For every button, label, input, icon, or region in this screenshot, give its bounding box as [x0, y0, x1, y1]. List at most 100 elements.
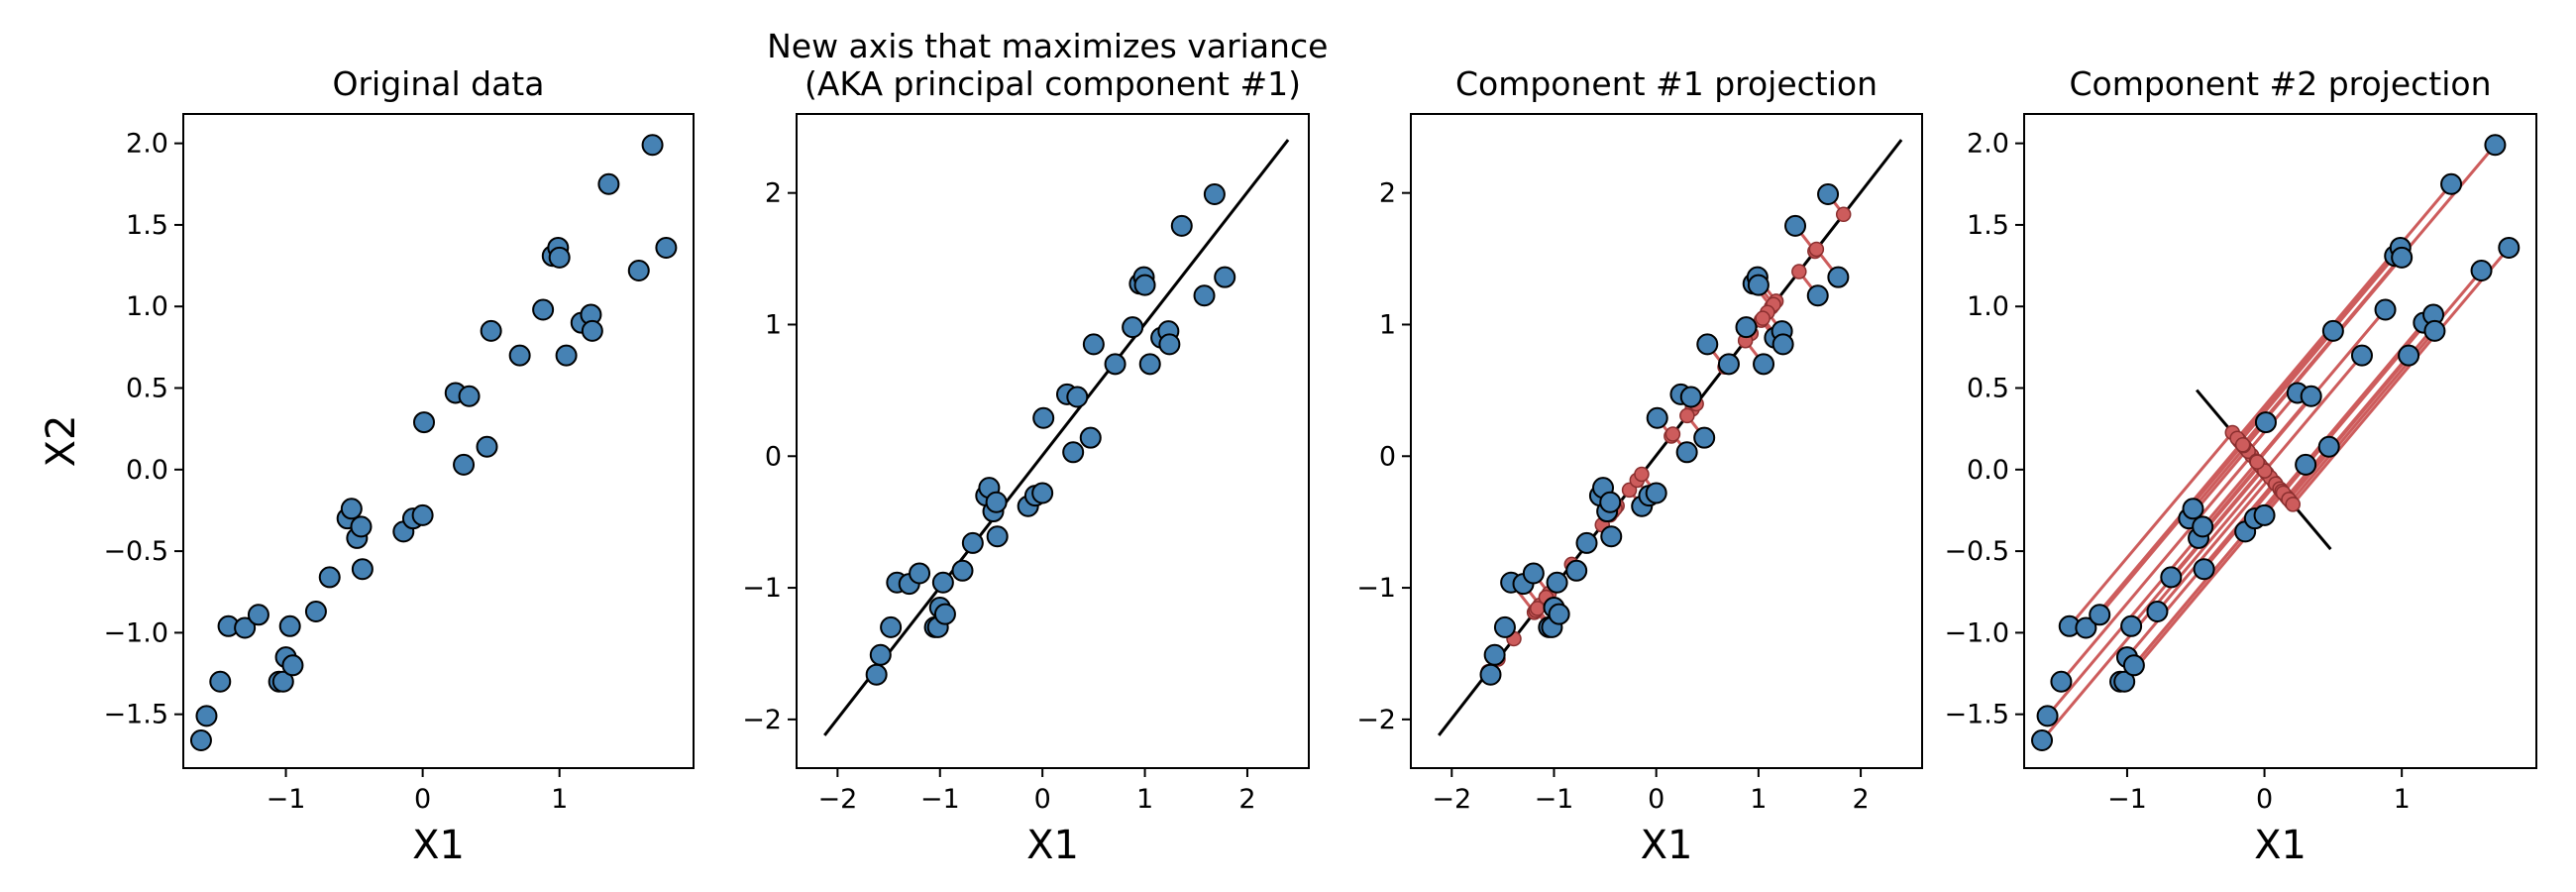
y-tick-label: 0.5	[1967, 374, 2009, 404]
data-point	[1646, 406, 1668, 429]
projection-line	[2192, 446, 2246, 510]
projection-line	[2256, 308, 2387, 464]
data-point	[1753, 353, 1775, 376]
x-tick-label: 1	[1750, 784, 1767, 815]
y-tick-label: 1.0	[126, 291, 168, 322]
x-tick-label: 0	[1648, 784, 1664, 815]
y-tick-label: −1.0	[1944, 617, 2009, 648]
data-point	[1062, 441, 1085, 464]
x-tick-label: 0	[2256, 784, 2273, 815]
data-point	[2036, 705, 2059, 727]
data-point	[2122, 654, 2145, 677]
data-point	[2120, 614, 2143, 637]
x-axis-label: X1	[1641, 823, 1693, 868]
data-point	[1522, 562, 1545, 585]
data-point	[1600, 525, 1623, 548]
data-point	[1170, 214, 1193, 237]
data-point	[1032, 406, 1055, 429]
x-axis-label: X1	[412, 823, 465, 868]
projected-point	[1808, 241, 1825, 258]
data-point	[985, 491, 1008, 513]
projection-line	[2237, 246, 2402, 441]
y-tick-label: 1	[765, 309, 782, 340]
y-tick-label: 0	[765, 441, 782, 472]
plot-area	[2031, 134, 2521, 752]
projection-line	[2156, 476, 2272, 613]
projection-line	[2287, 270, 2483, 501]
projection-line	[2241, 144, 2497, 446]
x-tick-label: −1	[2107, 784, 2147, 815]
panel-original-data: Original data −1 0 1 −1.5 −1.0 −0.5 0.0 0.5 1.0 1…	[39, 64, 695, 868]
panel-title: Original data	[333, 64, 545, 103]
y-tick-label: 2.0	[1967, 129, 2009, 160]
data-point	[880, 615, 903, 638]
x-tick-label: 1	[1136, 784, 1153, 815]
data-point	[1193, 284, 1216, 307]
projected-point	[1679, 407, 1695, 424]
data-point	[2484, 134, 2507, 157]
y-tick-label: −0.5	[103, 536, 168, 567]
data-point	[2031, 729, 2054, 752]
data-point	[281, 654, 304, 677]
data-point	[931, 571, 954, 594]
data-point	[2391, 246, 2414, 269]
axes-frame	[796, 113, 1310, 769]
x-tick-label: 0	[414, 784, 431, 815]
data-point	[1104, 353, 1127, 376]
data-point	[2470, 260, 2493, 282]
panel-component-2-projection: Component #2 projection −1 0 1 −1.5 −1.0 −0.5…	[1944, 64, 2537, 868]
data-point	[1817, 183, 1840, 206]
data-point	[1693, 426, 1716, 449]
data-point	[581, 319, 603, 342]
projection-line	[2098, 443, 2244, 616]
data-point	[655, 236, 678, 259]
data-point	[1565, 559, 1588, 582]
panel-component-1-projection: Component #1 projection −2 −1 0 1 2 −2 −1 0 1 2 X…	[1356, 64, 1923, 868]
data-point	[2498, 236, 2521, 259]
data-point	[1479, 663, 1502, 686]
data-point	[1696, 333, 1719, 356]
data-point	[1735, 316, 1758, 339]
plot-area	[823, 139, 1290, 736]
data-point	[933, 603, 956, 625]
data-point	[2317, 435, 2340, 458]
data-point	[1645, 482, 1667, 504]
projected-point	[1791, 264, 1807, 279]
data-point	[1122, 316, 1144, 339]
projection-line	[2085, 442, 2243, 629]
y-tick-label: 2	[765, 178, 782, 209]
x-tick-label: 2	[1852, 784, 1869, 815]
data-point	[1771, 333, 1794, 356]
data-point	[189, 729, 212, 752]
y-tick-label: −2	[742, 705, 782, 735]
data-point	[271, 670, 294, 693]
y-axis-label: X2	[39, 415, 84, 468]
y-tick-label: −1.5	[103, 700, 168, 730]
axes-frame	[2023, 113, 2537, 769]
data-point	[2350, 344, 2373, 367]
data-point	[1548, 603, 1570, 625]
projected-point	[1634, 466, 1650, 483]
data-point	[1082, 333, 1105, 356]
data-point	[951, 559, 974, 582]
panel-title-line-2: (AKA principal component #1)	[805, 64, 1301, 103]
data-point	[1747, 274, 1770, 296]
data-point	[1827, 266, 1850, 288]
data-point	[318, 566, 341, 589]
data-point	[2440, 172, 2463, 195]
data-point	[641, 134, 664, 157]
data-point	[278, 614, 301, 637]
pc1-axis-line	[823, 139, 1290, 736]
x-tick-label: 1	[551, 784, 568, 815]
data-point	[909, 562, 931, 585]
data-point	[2295, 453, 2317, 476]
data-point	[2321, 319, 2344, 342]
data-point	[2423, 319, 2446, 342]
projection-line	[2263, 354, 2364, 473]
y-tick-label: 1.5	[126, 210, 168, 241]
y-tick-label: 0.0	[1967, 455, 2009, 486]
x-tick-label: −2	[817, 784, 857, 815]
data-point	[453, 453, 476, 476]
